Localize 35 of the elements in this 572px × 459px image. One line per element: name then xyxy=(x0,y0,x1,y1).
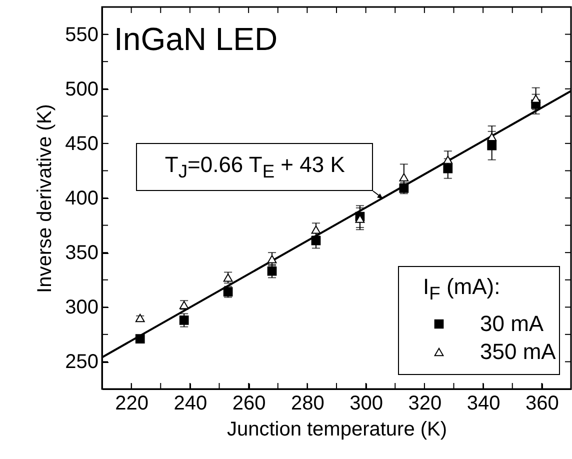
point xyxy=(223,274,233,282)
y-axis-title: Inverse derivative (K) xyxy=(34,104,56,293)
x-tick-label: 280 xyxy=(291,392,324,414)
point xyxy=(311,236,321,246)
point xyxy=(179,316,189,325)
point xyxy=(443,156,453,164)
y-tick-label: 550 xyxy=(65,24,98,46)
x-tick-label: 260 xyxy=(232,392,266,414)
y-tick-label: 300 xyxy=(65,296,98,319)
y-tick-label: 250 xyxy=(65,351,98,374)
point xyxy=(399,173,409,182)
x-tick-label: 240 xyxy=(174,392,208,414)
x-tick-label: 320 xyxy=(408,392,442,414)
x-tick-label: 220 xyxy=(115,392,148,414)
point xyxy=(135,334,145,344)
x-tick-label: 360 xyxy=(526,392,559,414)
point xyxy=(267,266,277,276)
x-axis-title: Junction temperature (K) xyxy=(226,418,448,440)
x-tick-label: 300 xyxy=(350,392,383,414)
point xyxy=(487,132,497,142)
point xyxy=(531,94,541,103)
annotation: T$_{J}$=0.66 T$_{E}$ + 43 K xyxy=(164,152,345,182)
legend-label: 350 mA xyxy=(480,339,556,364)
point xyxy=(355,214,365,223)
chart-title: InGaN LED xyxy=(114,21,278,58)
y-tick-label: 500 xyxy=(65,78,98,100)
legend-title: I$_{F}$ (mA): xyxy=(423,274,500,304)
y-tick-label: 450 xyxy=(65,132,98,155)
point xyxy=(487,140,497,150)
point xyxy=(267,254,277,264)
y-tick-label: 350 xyxy=(65,242,98,264)
y-tick-label: 400 xyxy=(65,188,98,210)
x-tick-label: 340 xyxy=(466,392,500,414)
legend-label: 30 mA xyxy=(480,311,544,336)
point xyxy=(311,226,321,234)
